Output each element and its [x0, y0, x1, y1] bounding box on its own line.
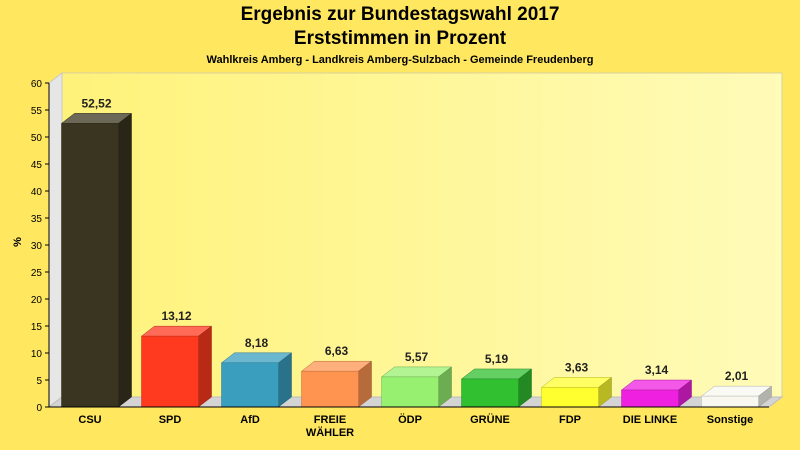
x-tick-label: GRÜNE [470, 413, 510, 426]
bar-value-label: 5,19 [485, 352, 509, 366]
chart-caption: Wahlkreis Amberg - Landkreis Amberg-Sulz… [206, 54, 594, 66]
bar: 3,63 [540, 360, 613, 408]
y-tick-label: 10 [31, 349, 43, 360]
y-tick-label: 25 [31, 268, 43, 279]
bar-value-label: 2,01 [725, 369, 749, 383]
bar-front [61, 123, 119, 408]
bar-front [381, 376, 439, 408]
bar-front [141, 335, 199, 408]
chart-title: Ergebnis zur Bundestagswahl 2017 [240, 4, 560, 25]
x-tick-label: DIE LINKE [623, 414, 677, 426]
bar: 5,19 [460, 352, 533, 408]
bar-value-label: 5,57 [405, 350, 429, 364]
bar-front [621, 389, 679, 408]
bar-value-label: 52,52 [81, 96, 111, 110]
y-tick-label: 0 [36, 403, 42, 414]
bar-value-label: 6,63 [325, 344, 349, 358]
x-tick-label: CSU [78, 414, 101, 426]
bar-side [198, 325, 212, 408]
bar-value-label: 3,14 [645, 363, 669, 377]
bar-front [461, 378, 519, 408]
y-tick-label: 20 [31, 295, 43, 306]
bar: 3,14 [620, 363, 693, 408]
bar-front [701, 395, 759, 408]
y-tick-label: 40 [31, 187, 43, 198]
bar-value-label: 13,12 [161, 309, 191, 323]
y-tick-label: 60 [31, 79, 43, 90]
bar-value-label: 3,63 [565, 360, 589, 374]
y-axis-label: % [12, 237, 24, 247]
bar-value-label: 8,18 [245, 336, 269, 350]
bar: 6,63 [300, 344, 373, 408]
x-tick-label: WÄHLER [306, 426, 354, 439]
x-tick-label: FREIE [314, 414, 346, 426]
bar: 8,18 [220, 336, 293, 408]
bar: 2,01 [700, 369, 773, 408]
x-tick-label: AfD [240, 414, 260, 426]
y-tick-label: 15 [31, 322, 43, 333]
y-tick-label: 50 [31, 133, 43, 144]
y-tick-label: 30 [31, 241, 43, 252]
y-tick-label: 35 [31, 214, 43, 225]
chart-subtitle: Erststimmen in Prozent [293, 28, 507, 49]
x-tick-label: FDP [559, 414, 581, 426]
plot-side-wall [48, 71, 63, 409]
bar-front [301, 370, 359, 408]
y-tick-label: 45 [31, 160, 43, 171]
x-tick-label: SPD [159, 414, 182, 426]
bar-side [118, 112, 132, 408]
bar: 13,12 [140, 309, 213, 408]
x-tick-label: Sonstige [707, 414, 753, 426]
bar-front [541, 387, 599, 408]
y-tick-label: 5 [36, 376, 42, 387]
bar-front [221, 362, 279, 408]
bar: 52,52 [60, 96, 133, 408]
bar: 5,57 [380, 350, 453, 408]
y-tick-label: 55 [31, 106, 43, 117]
x-tick-label: ÖDP [398, 413, 422, 426]
